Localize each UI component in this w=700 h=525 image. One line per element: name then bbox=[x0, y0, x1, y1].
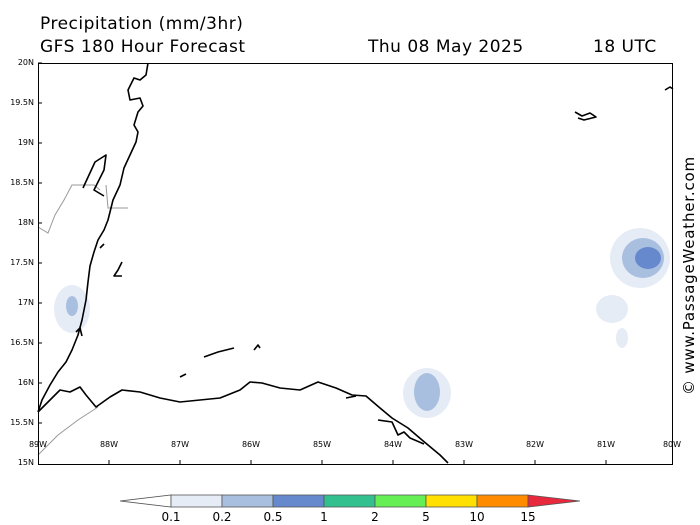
colorbar-label: 2 bbox=[371, 510, 379, 524]
lon-label: 80W bbox=[662, 440, 682, 449]
colorbar-label: 1 bbox=[320, 510, 328, 524]
lon-label: 88W bbox=[99, 440, 119, 449]
lon-label: 86W bbox=[241, 440, 261, 449]
credit-watermark: © www.PassageWeather.com bbox=[680, 156, 698, 395]
model-label: GFS 180 Hour Forecast bbox=[40, 37, 246, 57]
axis-ticks bbox=[38, 62, 607, 464]
forecast-date: Thu 08 May 2025 bbox=[368, 37, 524, 57]
lon-label: 84W bbox=[383, 440, 403, 449]
colorbar-max-arrow bbox=[527, 494, 581, 508]
colorbar bbox=[119, 494, 581, 508]
lat-label: 20N bbox=[17, 58, 34, 67]
lat-label: 17.5N bbox=[10, 258, 34, 267]
lat-label: 18N bbox=[17, 218, 34, 227]
coastline bbox=[37, 62, 674, 464]
map-frame bbox=[38, 63, 673, 465]
forecast-time: 18 UTC bbox=[593, 37, 657, 57]
lat-label: 15.5N bbox=[10, 418, 34, 427]
colorbar-segment bbox=[374, 494, 427, 508]
colorbar-label: 0.1 bbox=[161, 510, 181, 524]
colorbar-segment bbox=[221, 494, 274, 508]
lon-label: 87W bbox=[170, 440, 190, 449]
chart-title: Precipitation (mm/3hr) bbox=[40, 14, 244, 34]
lat-label: 18.5N bbox=[10, 178, 34, 187]
lat-label: 17N bbox=[17, 298, 34, 307]
colorbar-segment bbox=[476, 494, 529, 508]
lon-label: 82W bbox=[525, 440, 545, 449]
lat-label: 15N bbox=[17, 458, 34, 467]
colorbar-segment bbox=[272, 494, 325, 508]
lon-label: 81W bbox=[596, 440, 616, 449]
colorbar-label: 0.2 bbox=[212, 510, 232, 524]
precip-blob-south bbox=[403, 368, 451, 418]
colorbar-label: 5 bbox=[422, 510, 430, 524]
country-borders bbox=[37, 184, 128, 456]
lat-label: 19N bbox=[17, 138, 34, 147]
lon-label: 85W bbox=[312, 440, 332, 449]
colorbar-min-arrow bbox=[119, 494, 172, 508]
lat-label: 19.5N bbox=[10, 98, 34, 107]
colorbar-segment bbox=[425, 494, 478, 508]
colorbar-segment bbox=[170, 494, 223, 508]
lon-label: 83W bbox=[454, 440, 474, 449]
colorbar-label: 0.5 bbox=[263, 510, 283, 524]
lat-label: 16N bbox=[17, 378, 34, 387]
precip-blob-east bbox=[596, 228, 670, 348]
lat-label: 16.5N bbox=[10, 338, 34, 347]
colorbar-label: 15 bbox=[520, 510, 536, 524]
colorbar-segment bbox=[323, 494, 376, 508]
colorbar-label: 10 bbox=[469, 510, 485, 524]
lon-label: 89W bbox=[28, 440, 48, 449]
